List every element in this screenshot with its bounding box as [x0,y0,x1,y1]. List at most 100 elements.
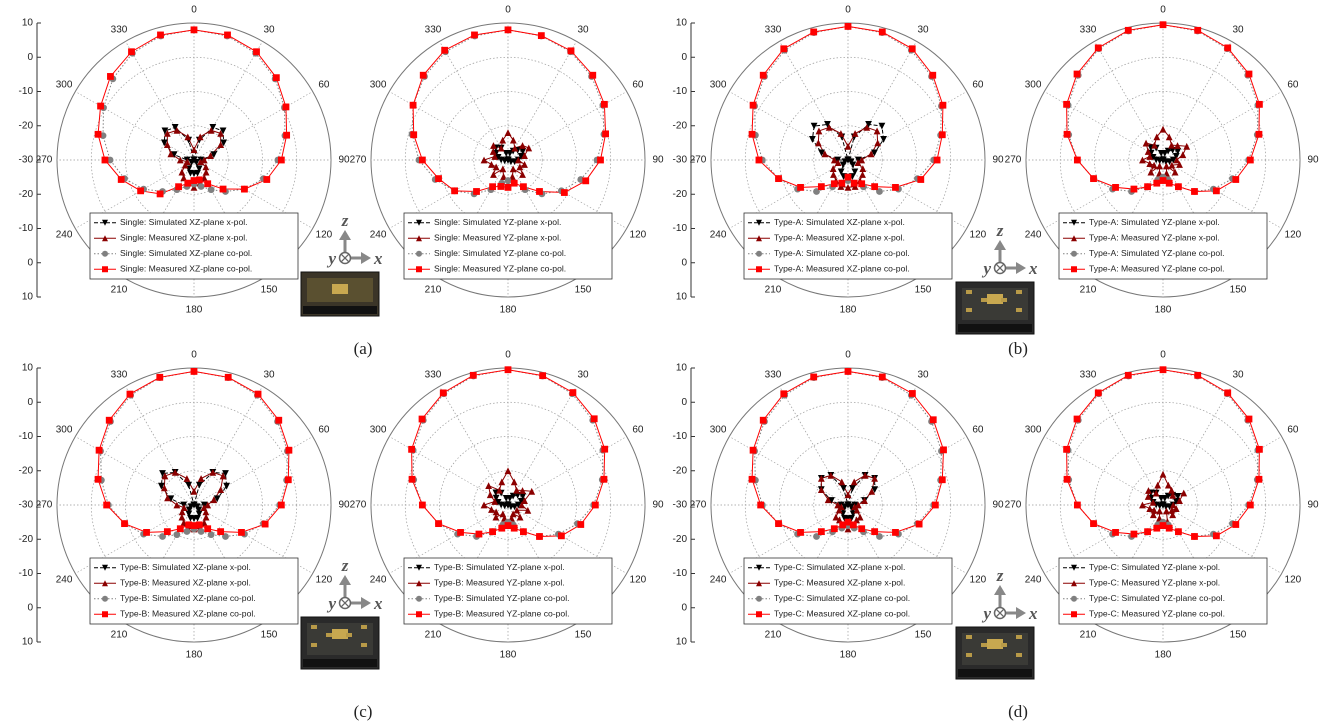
r-tick-label: 0 [27,397,33,408]
marker [1074,157,1081,164]
angle-label: 30 [1232,25,1244,36]
marker [749,476,756,483]
inset-axis-label: z [341,211,349,230]
legend-label: Type-A: Measured YZ-plane co-pol. [1089,264,1225,274]
angle-label: 120 [316,575,333,586]
marker [591,415,598,422]
marker [592,502,599,509]
marker [858,180,865,187]
marker [498,525,505,532]
marker [1095,389,1102,396]
marker [810,29,817,36]
marker [1144,183,1151,190]
marker [435,520,442,527]
marker [1064,131,1071,138]
inset-axis-label: x [1028,604,1038,623]
r-tick-label: -20 [673,534,688,545]
marker [602,130,609,137]
marker [1095,44,1102,51]
marker [601,446,608,453]
legend-label: Type-B: Measured XZ-plane x-pol. [120,578,251,588]
antenna-parasitic [1016,290,1022,294]
marker [797,184,804,191]
r-tick-label: -20 [673,465,688,476]
legend-marker [416,596,422,602]
marker [156,374,163,381]
marker [255,391,262,398]
angle-label: 90 [992,155,1004,166]
angle-label: 330 [1080,370,1097,381]
marker [582,177,589,184]
marker [198,475,205,482]
legend-label: Type-C: Simulated XZ-plane x-pol. [774,562,905,572]
marker [1160,21,1167,28]
marker [879,374,886,381]
marker [838,478,845,485]
marker [505,522,512,529]
angle-label: 210 [765,285,782,296]
r-tick-label: -10 [19,86,34,97]
antenna-parasitic [311,643,317,647]
legend-label: Single: Measured XZ-plane co-pol. [120,264,252,274]
marker [939,131,946,138]
inset-arrowhead [361,252,371,264]
marker [809,136,816,143]
legend-marker [1071,611,1077,617]
grid-spoke [1095,386,1164,505]
marker [285,476,292,483]
marker [1074,71,1081,78]
angle-label: 150 [1230,630,1247,641]
legend-marker [1071,596,1077,602]
marker [1064,476,1071,483]
angle-label: 330 [765,370,782,381]
angle-label: 30 [263,25,275,36]
inset-axis-label: x [373,594,383,613]
marker [505,177,512,184]
inset-arrowhead [361,597,371,609]
marker [1144,528,1151,535]
legend-label: Single: Simulated XZ-plane x-pol. [120,217,248,227]
marker [1063,101,1070,108]
marker [1246,71,1253,78]
marker [597,157,604,164]
marker [757,502,764,509]
marker [845,368,852,375]
marker [818,183,825,190]
angle-label: 210 [425,285,442,296]
r-tick-label: -10 [673,86,688,97]
angle-label: 270 [1005,155,1022,166]
marker [871,528,878,535]
angle-label: 330 [425,370,442,381]
angle-label: 210 [1080,630,1097,641]
angle-label: 300 [56,425,73,436]
r-tick-label: -20 [673,189,688,200]
marker [780,390,787,397]
r-tick-label: -10 [19,431,34,442]
grid-spoke [126,386,195,505]
marker [1175,183,1182,190]
marker [1090,520,1097,527]
marker [858,525,865,532]
marker [488,161,495,168]
marker [127,391,134,398]
antenna-parasitic [361,643,367,647]
marker [892,529,899,536]
grid-spoke [780,41,849,160]
marker [178,169,185,176]
inset-arrowhead [994,585,1006,595]
legend-label: Single: Measured YZ-plane co-pol. [434,264,566,274]
angle-label: 150 [1230,285,1247,296]
legend-label: Type-B: Simulated YZ-plane co-pol. [434,593,570,603]
figure: 0306090120150180210240270300330-30-20-20… [0,0,1328,725]
marker [1247,502,1254,509]
marker [750,447,757,454]
marker [1160,522,1167,529]
r-tick-label: -30 [673,155,688,166]
marker [487,491,494,498]
marker [175,183,182,190]
legend-label: Type-B: Measured XZ-plane co-pol. [120,609,256,619]
angle-label: 210 [765,630,782,641]
marker [198,528,205,535]
grid-spoke [440,41,509,160]
r-tick-label: 10 [676,363,688,374]
